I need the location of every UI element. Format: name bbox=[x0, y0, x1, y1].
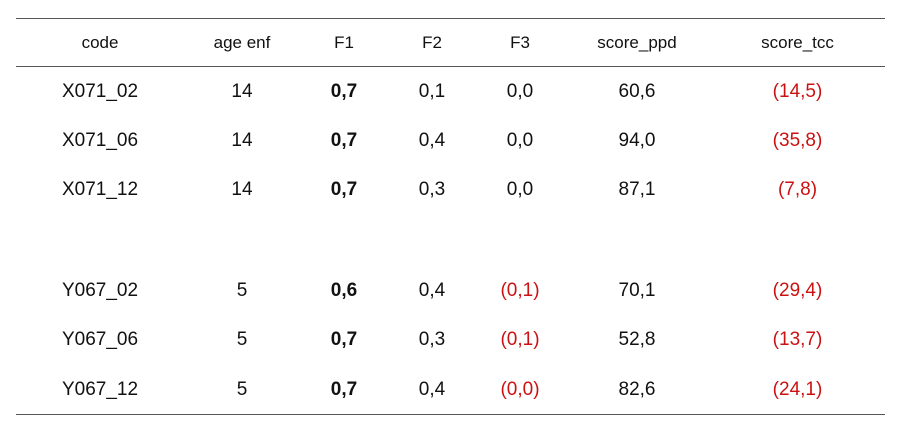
table-row: X071_02 14 0,7 0,1 0,0 60,6 (14,5) bbox=[16, 67, 885, 117]
cell-f1: 0,7 bbox=[330, 378, 358, 400]
cell-f3: 0,0 bbox=[506, 129, 534, 151]
cell-score-ppd: 70,1 bbox=[618, 279, 656, 301]
spacer-cell bbox=[16, 215, 885, 266]
column-header-f3: F3 bbox=[510, 32, 530, 52]
cell-score-tcc: (14,5) bbox=[772, 80, 823, 102]
cell-f2: 0,1 bbox=[418, 80, 446, 102]
cell-score-ppd: 52,8 bbox=[618, 329, 656, 351]
cell-f1: 0,7 bbox=[330, 179, 358, 201]
cell-code: X071_02 bbox=[61, 80, 139, 102]
column-header-code: code bbox=[81, 32, 119, 52]
header-row: code age enf F1 F2 F3 score_ppd score_tc… bbox=[16, 18, 885, 67]
cell-score-ppd: 94,0 bbox=[618, 129, 656, 151]
cell-f2: 0,4 bbox=[418, 378, 446, 400]
column-header-f1: F1 bbox=[334, 32, 354, 52]
table-row: Y067_06 5 0,7 0,3 (0,1) 52,8 (13,7) bbox=[16, 316, 885, 366]
cell-code: Y067_12 bbox=[61, 378, 139, 400]
cell-score-tcc: (29,4) bbox=[772, 279, 823, 301]
table-row: X071_06 14 0,7 0,4 0,0 94,0 (35,8) bbox=[16, 116, 885, 166]
cell-f2: 0,4 bbox=[418, 279, 446, 301]
cell-f3: (0,0) bbox=[500, 378, 540, 400]
cell-f1: 0,7 bbox=[330, 329, 358, 351]
cell-code: Y067_02 bbox=[61, 279, 139, 301]
table-row: Y067_12 5 0,7 0,4 (0,0) 82,6 (24,1) bbox=[16, 365, 885, 415]
cell-f3: 0,0 bbox=[506, 179, 534, 201]
cell-age-enf: 5 bbox=[236, 279, 248, 301]
cell-code: X071_12 bbox=[61, 179, 139, 201]
cell-f3: 0,0 bbox=[506, 80, 534, 102]
cell-f3: (0,1) bbox=[500, 279, 540, 301]
cell-age-enf: 5 bbox=[236, 378, 248, 400]
cell-score-tcc: (13,7) bbox=[772, 329, 823, 351]
cell-f2: 0,4 bbox=[418, 129, 446, 151]
cell-score-ppd: 87,1 bbox=[618, 179, 656, 201]
cell-f3: (0,1) bbox=[500, 329, 540, 351]
cell-age-enf: 14 bbox=[231, 179, 253, 201]
column-header-score-ppd: score_ppd bbox=[597, 32, 677, 52]
column-header-age-enf: age enf bbox=[213, 32, 271, 52]
column-header-score-tcc: score_tcc bbox=[761, 32, 834, 52]
cell-f2: 0,3 bbox=[418, 179, 446, 201]
cell-code: X071_06 bbox=[61, 129, 139, 151]
data-table-container: code age enf F1 F2 F3 score_ppd score_tc… bbox=[16, 18, 885, 415]
cell-score-tcc: (7,8) bbox=[777, 179, 818, 201]
cell-age-enf: 14 bbox=[231, 80, 253, 102]
cell-score-ppd: 60,6 bbox=[618, 80, 656, 102]
table-row: Y067_02 5 0,6 0,4 (0,1) 70,1 (29,4) bbox=[16, 266, 885, 316]
data-table: code age enf F1 F2 F3 score_ppd score_tc… bbox=[16, 18, 885, 415]
group-spacer bbox=[16, 215, 885, 266]
cell-score-ppd: 82,6 bbox=[618, 378, 656, 400]
cell-f1: 0,7 bbox=[330, 80, 358, 102]
cell-age-enf: 14 bbox=[231, 129, 253, 151]
table-row: X071_12 14 0,7 0,3 0,0 87,1 (7,8) bbox=[16, 166, 885, 216]
cell-code: Y067_06 bbox=[61, 329, 139, 351]
column-header-f2: F2 bbox=[422, 32, 442, 52]
cell-score-tcc: (35,8) bbox=[772, 129, 823, 151]
cell-f2: 0,3 bbox=[418, 329, 446, 351]
cell-f1: 0,6 bbox=[330, 279, 358, 301]
cell-age-enf: 5 bbox=[236, 329, 248, 351]
cell-score-tcc: (24,1) bbox=[772, 378, 823, 400]
cell-f1: 0,7 bbox=[330, 129, 358, 151]
